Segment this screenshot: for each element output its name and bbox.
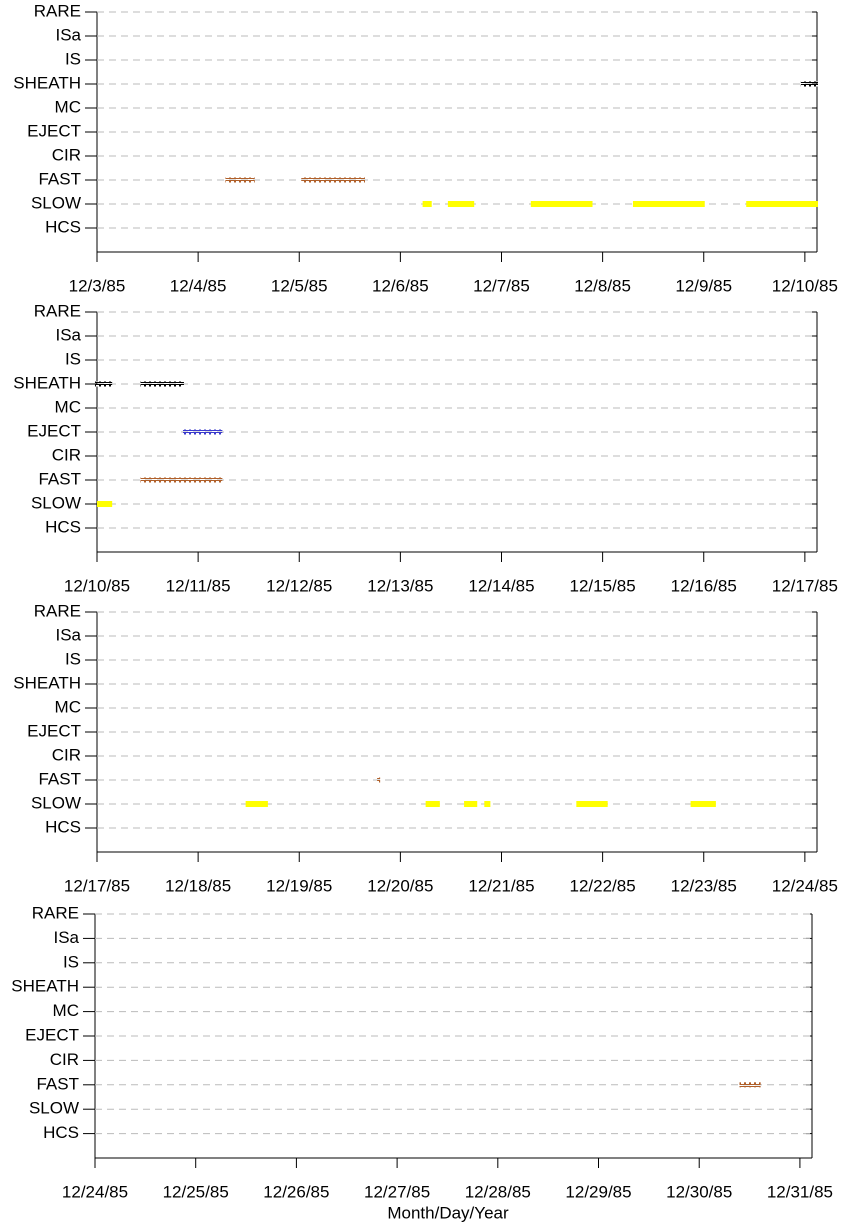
x-tick-label: 12/19/85 xyxy=(266,876,332,895)
event-segment xyxy=(484,801,491,807)
category-label: IS xyxy=(63,952,79,971)
x-tick-label: 12/10/85 xyxy=(772,276,838,295)
category-label: FAST xyxy=(38,769,81,788)
x-tick-label: 12/25/85 xyxy=(163,1182,229,1201)
x-tick-label: 12/4/85 xyxy=(170,276,227,295)
category-label: MC xyxy=(55,397,81,416)
category-label: EJECT xyxy=(27,421,81,440)
category-label: IS xyxy=(65,349,81,368)
x-tick-label: 12/21/85 xyxy=(468,876,534,895)
category-label: ISa xyxy=(53,928,79,947)
x-tick-label: 12/8/85 xyxy=(574,276,631,295)
x-tick-label: 12/10/85 xyxy=(64,576,130,595)
category-label: ISa xyxy=(55,625,81,644)
x-tick-label: 12/17/85 xyxy=(772,576,838,595)
category-label: SLOW xyxy=(29,1099,79,1118)
x-tick-label: 12/31/85 xyxy=(767,1182,833,1201)
x-tick-label: 12/28/85 xyxy=(465,1182,531,1201)
event-segment xyxy=(301,177,365,183)
event-segment xyxy=(245,801,268,807)
category-label: EJECT xyxy=(27,721,81,740)
event-segment xyxy=(632,201,705,207)
event-segment xyxy=(140,381,184,387)
event-segment xyxy=(800,81,819,87)
event-segment xyxy=(94,381,113,387)
x-tick-label: 12/23/85 xyxy=(671,876,737,895)
event-segment xyxy=(690,801,716,807)
category-label: HCS xyxy=(45,817,81,836)
category-label: SHEATH xyxy=(11,977,79,996)
category-label: CIR xyxy=(50,1050,79,1069)
category-label: HCS xyxy=(45,517,81,536)
x-tick-label: 12/29/85 xyxy=(565,1182,631,1201)
x-tick-label: 12/9/85 xyxy=(675,276,732,295)
category-label: RARE xyxy=(34,301,81,320)
category-label: IS xyxy=(65,649,81,668)
event-segment xyxy=(746,201,819,207)
x-tick-label: 12/24/85 xyxy=(772,876,838,895)
category-label: MC xyxy=(55,97,81,116)
event-segment xyxy=(182,429,223,435)
category-label: HCS xyxy=(43,1123,79,1142)
x-tick-label: 12/16/85 xyxy=(671,576,737,595)
category-label: RARE xyxy=(34,601,81,620)
x-tick-label: 12/5/85 xyxy=(271,276,328,295)
category-label: MC xyxy=(55,697,81,716)
x-tick-label: 12/18/85 xyxy=(165,876,231,895)
event-segment xyxy=(97,501,113,507)
x-tick-label: 12/24/85 xyxy=(62,1182,128,1201)
x-tick-label: 12/13/85 xyxy=(367,576,433,595)
category-label: EJECT xyxy=(27,121,81,140)
category-label: CIR xyxy=(52,745,81,764)
x-tick-label: 12/6/85 xyxy=(372,276,429,295)
category-label: SLOW xyxy=(31,793,81,812)
x-tick-label: 12/20/85 xyxy=(367,876,433,895)
event-segment xyxy=(464,801,478,807)
event-segment xyxy=(225,177,255,183)
x-tick-label: 12/22/85 xyxy=(570,876,636,895)
category-label: FAST xyxy=(38,169,81,188)
x-tick-label: 12/3/85 xyxy=(69,276,126,295)
category-label: FAST xyxy=(38,469,81,488)
category-label: IS xyxy=(65,49,81,68)
x-tick-label: 12/30/85 xyxy=(666,1182,732,1201)
x-tick-label: 12/11/85 xyxy=(166,576,231,595)
event-segment xyxy=(576,801,608,807)
event-segment xyxy=(377,777,381,783)
x-axis-label: Month/Day/Year xyxy=(387,1203,509,1222)
event-segment xyxy=(425,801,440,807)
category-label: SLOW xyxy=(31,493,81,512)
category-label: CIR xyxy=(52,445,81,464)
event-segment xyxy=(140,477,223,483)
category-label: SHEATH xyxy=(13,73,81,92)
category-label: ISa xyxy=(55,25,81,44)
x-tick-label: 12/15/85 xyxy=(570,576,636,595)
event-segment xyxy=(530,201,593,207)
event-segment xyxy=(422,201,432,207)
category-label: MC xyxy=(53,1001,79,1020)
x-tick-label: 12/26/85 xyxy=(263,1182,329,1201)
category-label: RARE xyxy=(34,1,81,20)
category-label: SHEATH xyxy=(13,673,81,692)
event-segment xyxy=(447,201,475,207)
category-label: RARE xyxy=(32,903,79,922)
category-label: ISa xyxy=(55,325,81,344)
category-label: CIR xyxy=(52,145,81,164)
x-tick-label: 12/7/85 xyxy=(473,276,530,295)
x-tick-label: 12/12/85 xyxy=(266,576,332,595)
category-label: SHEATH xyxy=(13,373,81,392)
category-label: HCS xyxy=(45,217,81,236)
category-label: FAST xyxy=(36,1074,79,1093)
x-tick-label: 12/27/85 xyxy=(364,1182,430,1201)
event-segment xyxy=(739,1082,761,1088)
x-tick-label: 12/14/85 xyxy=(468,576,534,595)
category-label: EJECT xyxy=(25,1025,79,1044)
category-label: SLOW xyxy=(31,193,81,212)
x-tick-label: 12/17/85 xyxy=(64,876,130,895)
